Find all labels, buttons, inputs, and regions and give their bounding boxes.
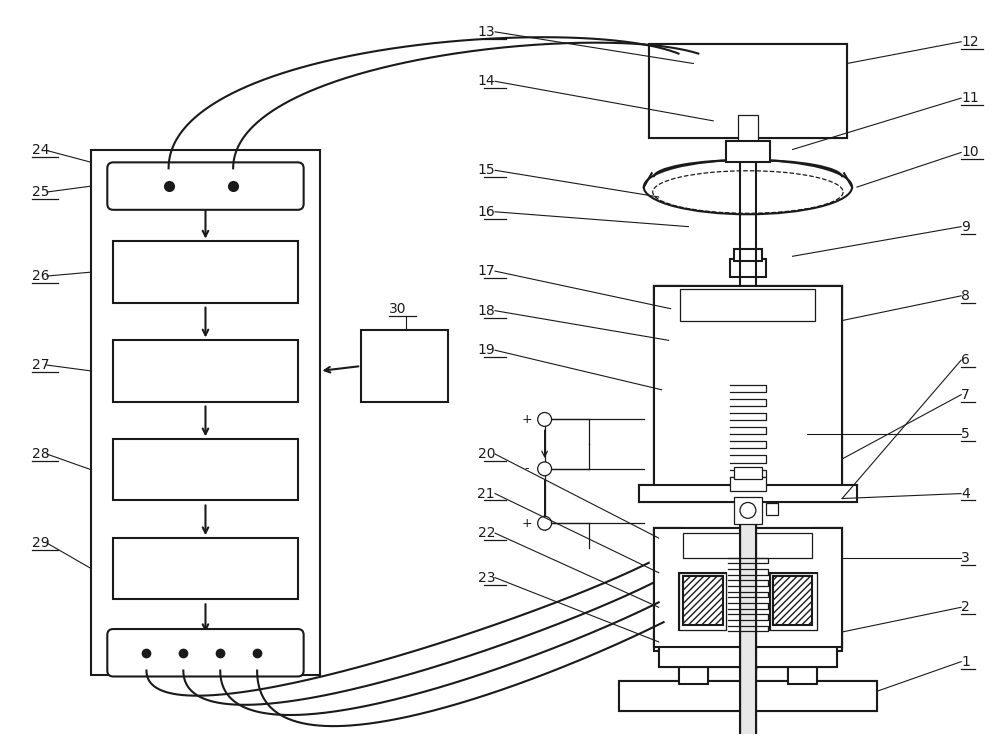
Bar <box>738 115 758 142</box>
Bar <box>812 528 842 646</box>
Text: 12: 12 <box>961 35 979 49</box>
Text: 27: 27 <box>32 358 49 372</box>
Bar <box>734 249 762 261</box>
Text: 10: 10 <box>961 145 979 159</box>
Bar <box>683 576 723 625</box>
Text: 25: 25 <box>32 185 49 199</box>
Bar <box>654 528 842 646</box>
Bar <box>773 576 812 625</box>
Bar <box>639 485 857 503</box>
Text: 15: 15 <box>477 163 495 177</box>
Bar <box>654 286 842 489</box>
FancyBboxPatch shape <box>107 629 304 677</box>
Bar <box>766 503 778 515</box>
Bar <box>113 340 298 401</box>
Bar <box>726 141 770 162</box>
Text: 23: 23 <box>478 570 495 584</box>
Bar <box>639 485 857 503</box>
FancyBboxPatch shape <box>107 162 304 210</box>
Bar <box>679 666 708 684</box>
Bar <box>812 286 842 489</box>
Bar <box>654 633 842 651</box>
Bar <box>654 286 683 489</box>
Text: 29: 29 <box>32 536 50 550</box>
Text: 3: 3 <box>961 551 970 565</box>
Ellipse shape <box>644 160 852 214</box>
Text: 4: 4 <box>961 486 970 500</box>
Bar <box>659 642 837 666</box>
Bar <box>619 681 877 711</box>
Text: 7: 7 <box>961 387 970 401</box>
Bar <box>654 528 683 646</box>
Text: 2: 2 <box>961 600 970 614</box>
Bar <box>680 289 815 320</box>
Text: 21: 21 <box>477 486 495 500</box>
Text: +: + <box>521 413 532 426</box>
Text: 24: 24 <box>32 143 49 157</box>
Text: 1: 1 <box>961 655 970 669</box>
Text: 6: 6 <box>961 353 970 367</box>
Circle shape <box>538 413 552 427</box>
Bar <box>679 666 708 684</box>
Text: 14: 14 <box>477 75 495 89</box>
Bar <box>654 528 842 646</box>
Bar <box>730 259 766 277</box>
Circle shape <box>538 462 552 476</box>
Bar <box>113 439 298 500</box>
Bar <box>679 573 726 630</box>
Text: 17: 17 <box>477 264 495 278</box>
Bar <box>654 286 842 489</box>
Bar <box>770 573 817 630</box>
Text: -: - <box>525 463 529 475</box>
Text: 18: 18 <box>477 303 495 317</box>
Bar <box>770 573 817 630</box>
Bar <box>788 666 817 684</box>
Bar <box>654 286 842 308</box>
Bar <box>734 467 762 479</box>
Bar <box>113 241 298 303</box>
Text: 20: 20 <box>478 447 495 461</box>
Bar <box>740 523 756 738</box>
Bar <box>361 331 448 401</box>
Text: 11: 11 <box>961 91 979 105</box>
Text: 30: 30 <box>389 302 406 316</box>
Bar <box>649 44 847 138</box>
Text: 19: 19 <box>477 343 495 357</box>
Text: 26: 26 <box>32 269 50 283</box>
Bar <box>734 497 762 524</box>
Bar <box>683 533 812 558</box>
Text: 16: 16 <box>477 205 495 218</box>
Bar <box>740 646 756 669</box>
Text: 13: 13 <box>477 25 495 39</box>
Bar <box>788 666 817 684</box>
Text: 9: 9 <box>961 220 970 234</box>
Circle shape <box>538 517 552 530</box>
Text: 8: 8 <box>961 289 970 303</box>
Bar <box>730 477 766 491</box>
Bar <box>679 573 726 630</box>
Circle shape <box>740 503 756 518</box>
Text: +: + <box>521 517 532 530</box>
Bar <box>91 151 320 675</box>
Text: 22: 22 <box>478 526 495 540</box>
Bar <box>113 538 298 599</box>
Bar <box>619 681 877 711</box>
Text: 5: 5 <box>961 427 970 441</box>
Bar <box>659 642 837 666</box>
Bar <box>649 44 847 138</box>
Text: 28: 28 <box>32 447 50 461</box>
